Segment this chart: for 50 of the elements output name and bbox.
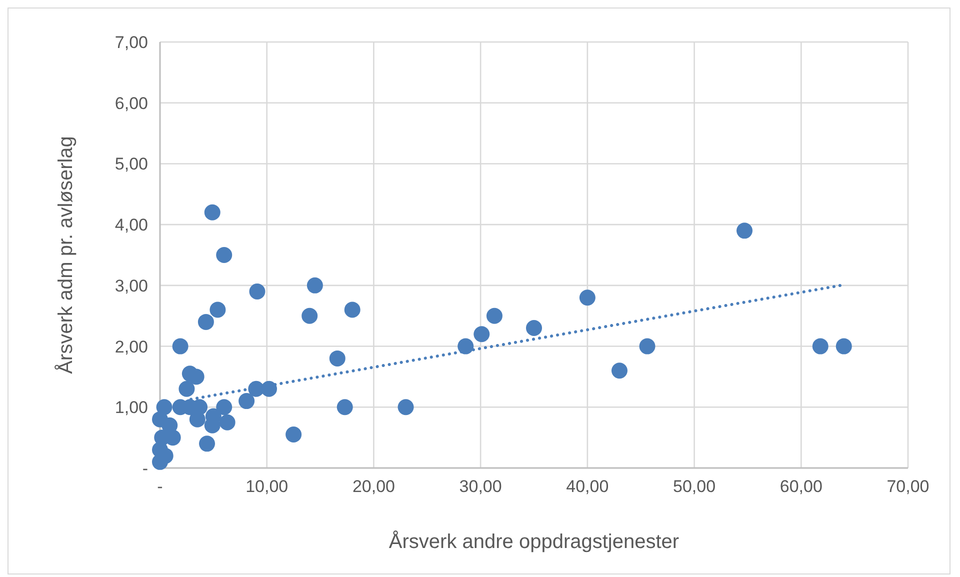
point bbox=[156, 399, 172, 416]
y-tick-label: 2,00 bbox=[114, 337, 148, 356]
point bbox=[306, 277, 323, 294]
point bbox=[210, 302, 226, 318]
x-tick-label: 50,00 bbox=[673, 477, 716, 496]
point bbox=[286, 426, 302, 443]
point bbox=[474, 326, 490, 342]
point bbox=[526, 320, 542, 336]
y-tick-label: 4,00 bbox=[114, 216, 148, 235]
point bbox=[249, 284, 266, 300]
y-tick-label: 6,00 bbox=[114, 94, 148, 113]
point bbox=[486, 308, 502, 324]
x-tick-label: 70,00 bbox=[886, 477, 930, 496]
y-tick-label: 3,00 bbox=[114, 276, 148, 296]
point bbox=[178, 380, 195, 397]
point bbox=[336, 399, 353, 416]
y-tick-label: 1,00 bbox=[114, 398, 148, 418]
y-tick-label: 7,00 bbox=[114, 33, 148, 52]
point bbox=[188, 368, 204, 385]
x-tick-label: - bbox=[157, 477, 163, 496]
point bbox=[204, 204, 220, 220]
point bbox=[836, 338, 852, 354]
point bbox=[198, 314, 214, 330]
point bbox=[736, 222, 753, 239]
x-tick-label: 30,00 bbox=[459, 477, 502, 496]
x-tick-label: 40,00 bbox=[566, 477, 609, 496]
point bbox=[458, 338, 474, 354]
y-axis-title: Årsverk adm pr. avløserlag bbox=[54, 136, 77, 374]
x-tick-label: 20,00 bbox=[352, 477, 395, 496]
point bbox=[302, 308, 318, 324]
point bbox=[329, 350, 346, 366]
point bbox=[216, 247, 232, 263]
point bbox=[639, 338, 656, 354]
y-tick-label: 5,00 bbox=[114, 154, 148, 174]
point bbox=[260, 380, 277, 397]
point bbox=[216, 399, 232, 416]
x-tick-label: 60,00 bbox=[780, 477, 822, 496]
point bbox=[812, 338, 828, 354]
x-axis-title: Årsverk andre oppdragstjenester bbox=[388, 530, 680, 553]
point bbox=[172, 338, 188, 354]
point bbox=[344, 302, 360, 318]
point bbox=[579, 290, 596, 306]
point bbox=[152, 454, 168, 470]
point bbox=[398, 399, 414, 416]
point bbox=[199, 436, 216, 452]
y-tick-label: - bbox=[142, 459, 148, 478]
x-tick-label: 10,00 bbox=[246, 477, 288, 496]
point bbox=[238, 393, 255, 410]
point bbox=[219, 414, 236, 430]
point bbox=[611, 362, 628, 379]
